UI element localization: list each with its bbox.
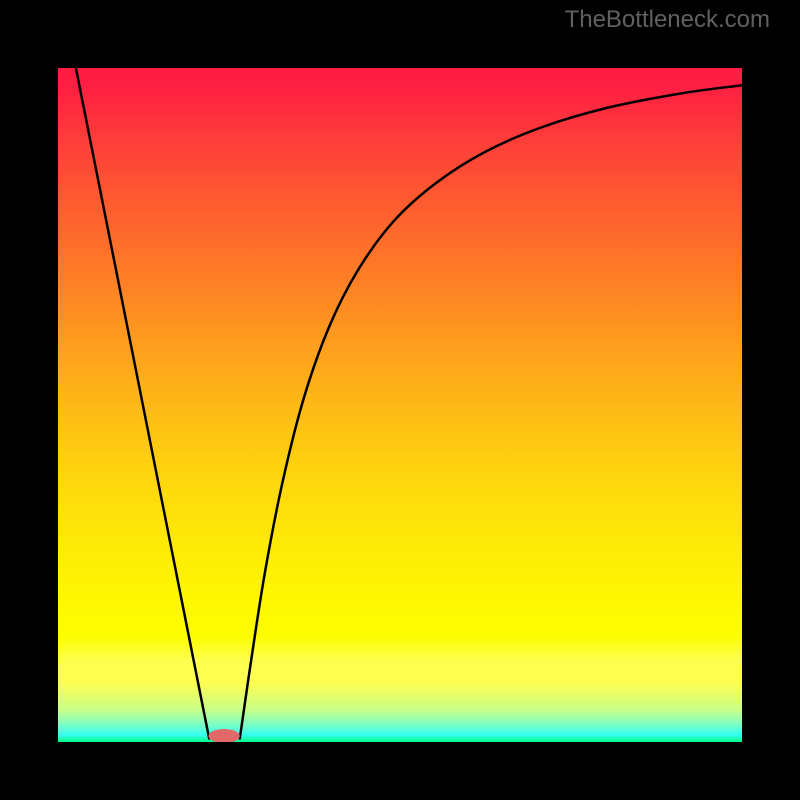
plot-area: [58, 39, 771, 742]
right-curve: [240, 83, 771, 739]
bottleneck-marker: [208, 729, 239, 742]
chart-root: TheBottleneck.com: [0, 0, 800, 800]
chart-svg: [58, 39, 771, 742]
watermark-text: TheBottleneck.com: [565, 6, 770, 34]
left-segment: [70, 39, 209, 738]
